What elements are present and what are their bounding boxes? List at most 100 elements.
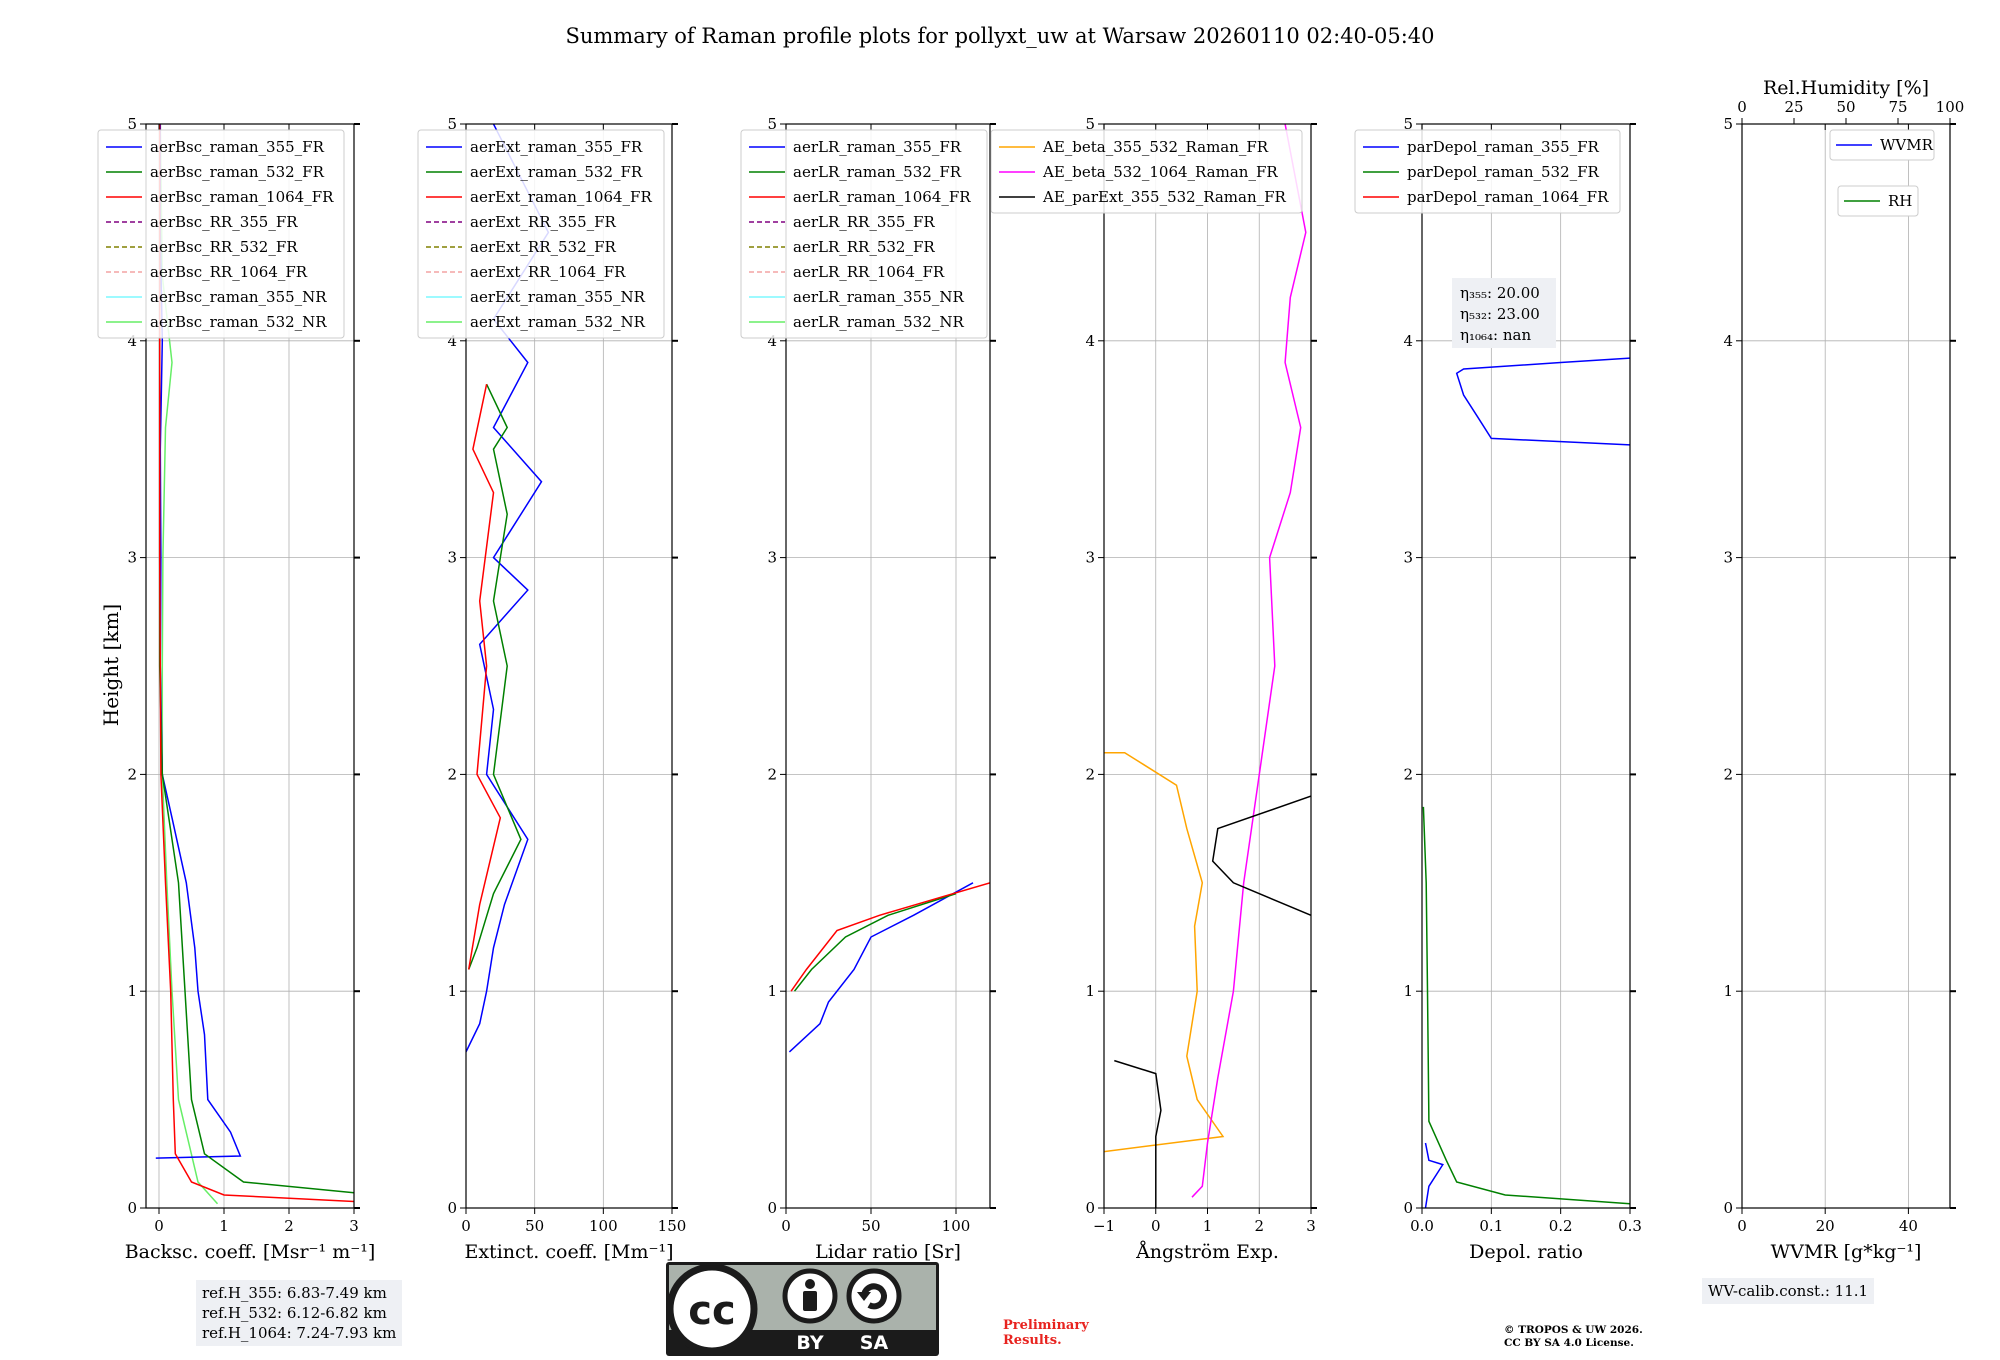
x-axis-label: Backsc. coeff. [Msr⁻¹ m⁻¹] xyxy=(125,1241,376,1263)
y-tick-label: 0 xyxy=(767,1199,777,1217)
ref-height-532: ref.H_532: 6.12-6.82 km xyxy=(202,1304,387,1322)
figure-title: Summary of Raman profile plots for polly… xyxy=(565,24,1434,48)
y-tick-label: 2 xyxy=(767,765,777,783)
series-line-aerlr-raman-355-fr xyxy=(788,882,974,1053)
y-tick-label: 4 xyxy=(447,332,457,350)
series-line-pardepol-raman-355-fr xyxy=(1424,1142,1444,1208)
legend-entry: aerLR_raman_532_NR xyxy=(793,313,964,331)
legend: aerLR_raman_355_FR aerLR_raman_532_FR aerL… xyxy=(740,129,988,339)
legend-box xyxy=(417,129,665,339)
eta-background xyxy=(1452,278,1556,348)
y-tick-label: 1 xyxy=(1085,982,1095,1000)
series-group xyxy=(1104,124,1311,1208)
badge-sa-label: SA xyxy=(860,1332,889,1354)
legend-entry: aerLR_RR_355_FR xyxy=(793,213,935,231)
y-tick-label: 1 xyxy=(447,982,457,1000)
x-tick-label: 0.0 xyxy=(1410,1217,1434,1235)
y-tick-label: 5 xyxy=(1403,115,1413,133)
legend-entry: aerExt_RR_355_FR xyxy=(470,213,617,231)
legend-entry: aerExt_raman_1064_FR xyxy=(470,188,652,206)
x-tick-label: 0 xyxy=(781,1217,791,1235)
y-tick-label: 3 xyxy=(127,549,137,567)
badge-by-label: BY xyxy=(796,1332,823,1354)
legend-entry: aerBsc_raman_355_NR xyxy=(150,288,327,306)
y-tick-label: 5 xyxy=(1085,115,1095,133)
ref-height-355: ref.H_355: 6.83-7.49 km xyxy=(202,1284,387,1302)
legend-box xyxy=(740,129,988,339)
y-tick-label: 4 xyxy=(1085,332,1095,350)
x-tick-label: 3 xyxy=(349,1217,359,1235)
series-line-aerext-raman-532-fr xyxy=(467,383,522,970)
x-axis-label: Ångström Exp. xyxy=(1135,1241,1279,1263)
series-line-pardepol-raman-355-fr-b xyxy=(1455,357,1630,446)
legend-entry: aerBsc_RR_355_FR xyxy=(150,213,298,231)
legend-entry: aerBsc_RR_532_FR xyxy=(150,238,298,256)
axes-frame xyxy=(465,123,673,1209)
y-tick-label: 3 xyxy=(1723,549,1733,567)
legend-entry: aerExt_raman_532_NR xyxy=(470,313,646,331)
y-tick-label: 0 xyxy=(1403,1199,1413,1217)
legend-entry: AE_parExt_355_532_Raman_FR xyxy=(1042,188,1287,206)
top-tick-label: 75 xyxy=(1888,98,1907,116)
x-tick-label: 20 xyxy=(1816,1217,1835,1235)
legend-entry: aerLR_raman_532_FR xyxy=(793,163,962,181)
eta-value: η₅₃₂: 23.00 xyxy=(1460,305,1540,323)
series-group xyxy=(466,124,550,1053)
legend-entry: aerBsc_RR_1064_FR xyxy=(150,263,308,281)
top-tick-label: 0 xyxy=(1737,98,1747,116)
series-group xyxy=(155,124,354,1205)
y-tick-label: 5 xyxy=(447,115,457,133)
x-tick-label: 150 xyxy=(658,1217,687,1235)
x-tick-label: 100 xyxy=(942,1217,971,1235)
reference-heights-box: ref.H_355: 6.83-7.49 km ref.H_532: 6.12-… xyxy=(196,1280,403,1346)
panel-bsc: 0 1 2 3 0 1 2 3 4 5 Backsc. coeff. [Msr⁻¹ m⁻¹] aerB… xyxy=(97,115,376,1263)
series-line-pardepol-raman-532-fr xyxy=(1422,806,1630,1205)
preliminary-line-1: Preliminary xyxy=(1003,1318,1089,1333)
panel-depol: 0.0 0.1 0.2 0.3 0 1 2 3 4 5 Depol. ratio parDepol_r… xyxy=(1354,115,1642,1263)
legend-box xyxy=(1354,129,1621,214)
x-tick-label: 0.2 xyxy=(1549,1217,1573,1235)
top-tick-label: 100 xyxy=(1936,98,1965,116)
legend-entry: aerLR_RR_1064_FR xyxy=(793,263,945,281)
legend-entry: aerExt_RR_1064_FR xyxy=(470,263,626,281)
y-tick-label: 0 xyxy=(127,1199,137,1217)
preliminary-note: Preliminary Results. xyxy=(1003,1318,1089,1348)
legend-box xyxy=(990,129,1303,214)
legend-box xyxy=(97,129,345,339)
x-tick-label: 0 xyxy=(1151,1217,1161,1235)
series-line-aerbsc-raman-355-fr xyxy=(155,124,242,1159)
y-tick-label: 5 xyxy=(127,115,137,133)
x-tick-label: 1 xyxy=(219,1217,229,1235)
legend-entry: RH xyxy=(1888,192,1912,210)
legend-entry: aerLR_raman_355_NR xyxy=(793,288,964,306)
series-line-aerlr-raman-532-fr xyxy=(793,892,957,992)
cc-by-sa-badge: cc BY SA xyxy=(666,1262,939,1356)
axes-frame xyxy=(1421,123,1631,1209)
y-axis-label: Height [km] xyxy=(99,604,123,726)
wv-calib-const: WV-calib.const.: 11.1 xyxy=(1708,1282,1869,1300)
legend: aerExt_raman_355_FR aerExt_raman_532_FRae… xyxy=(417,129,665,339)
y-tick-label: 1 xyxy=(1403,982,1413,1000)
series-line-aerlr-raman-1064-fr xyxy=(790,882,990,992)
top-axis-label: Rel.Humidity [%] xyxy=(1763,77,1929,99)
y-tick-label: 3 xyxy=(1403,549,1413,567)
panel-ext: 0 50 100 150 0 1 2 3 4 5 Extinct. coeff. [Mm⁻¹] aer… xyxy=(417,115,687,1263)
y-tick-label: 4 xyxy=(127,332,137,350)
series-line-aerbsc-raman-1064-fr xyxy=(158,124,354,1203)
series-line-aerext-raman-1064-fr xyxy=(467,384,502,970)
legend-entry: aerExt_raman_532_FR xyxy=(470,163,643,181)
y-tick-label: 0 xyxy=(1085,1199,1095,1217)
panel-lr: 0 50 100 0 1 2 3 4 5 Lidar ratio [Sr] aerLR_raman_… xyxy=(740,115,996,1263)
series-line-aerbsc-raman-532-nr xyxy=(159,124,219,1205)
series-line-ae-parext-355-532-raman-fr xyxy=(1114,1059,1162,1208)
wv-calibration-box: WV-calib.const.: 11.1 xyxy=(1702,1278,1875,1304)
series-group xyxy=(788,882,990,1053)
legend-entry: aerBsc_raman_532_FR xyxy=(150,163,325,181)
x-axis-label: Lidar ratio [Sr] xyxy=(815,1241,961,1263)
copyright-line-1: © TROPOS & UW 2026. xyxy=(1504,1324,1643,1336)
copyright-line-2: CC BY SA 4.0 License. xyxy=(1504,1337,1634,1349)
legend-entry: aerLR_raman_355_FR xyxy=(793,138,962,156)
x-tick-label: 0.1 xyxy=(1479,1217,1503,1235)
